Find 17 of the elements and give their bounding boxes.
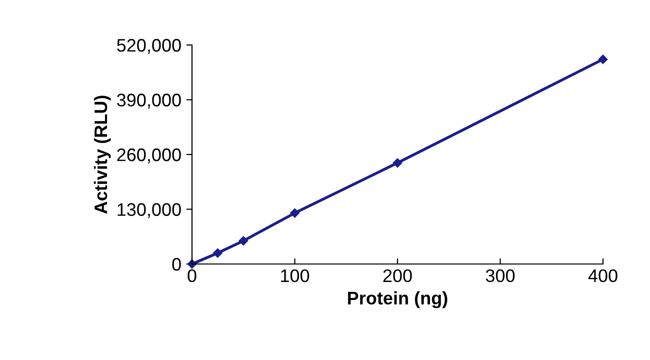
point — [213, 248, 222, 258]
x-tick-label: 100 — [281, 269, 310, 282]
x-tick-label: 400 — [588, 269, 618, 282]
point — [290, 208, 300, 218]
y-tick-label: 390,000 — [117, 94, 181, 109]
y-tick-label: 130,000 — [118, 203, 181, 218]
point — [598, 54, 608, 64]
y-tick-label: 0 — [172, 258, 181, 271]
y-axis-title: Activity (RLU) — [94, 96, 111, 214]
point — [392, 158, 402, 168]
x-axis-title: Protein (ng) — [348, 291, 448, 308]
x-tick-label: 300 — [486, 269, 515, 282]
y-tick-label: 260,000 — [117, 148, 181, 164]
point — [238, 236, 248, 246]
y-tick-label: 520,000 — [117, 38, 181, 54]
x-tick-label: 200 — [383, 269, 412, 282]
x-tick-label: 0 — [188, 269, 196, 282]
